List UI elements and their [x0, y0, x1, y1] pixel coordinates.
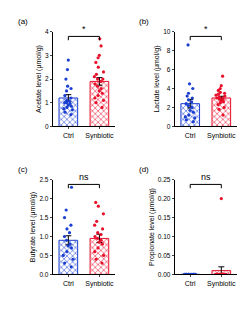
svg-text:2: 2: [45, 75, 49, 82]
svg-text:0.5: 0.5: [39, 252, 48, 259]
svg-text:Acetate level (μmol/g): Acetate level (μmol/g): [35, 45, 43, 113]
svg-text:Ctrl: Ctrl: [63, 132, 74, 139]
svg-text:Propionate level (μmol/g): Propionate level (μmol/g): [148, 188, 156, 266]
svg-text:Ctrl: Ctrl: [185, 280, 196, 287]
svg-text:0: 0: [167, 123, 171, 130]
svg-text:Ctrl: Ctrl: [185, 132, 196, 139]
svg-text:Lactate level (μmol/g): Lactate level (μmol/g): [153, 46, 161, 113]
svg-text:2.0: 2.0: [39, 195, 48, 202]
svg-text:0: 0: [45, 123, 49, 130]
svg-text:Synbiotic: Synbiotic: [207, 280, 236, 288]
svg-text:3: 3: [45, 52, 49, 59]
svg-text:0.25: 0.25: [158, 176, 171, 183]
svg-text:4: 4: [167, 85, 171, 92]
svg-text:0.20: 0.20: [158, 195, 171, 202]
svg-text:Synbiotic: Synbiotic: [85, 280, 114, 288]
svg-text:(a): (a): [18, 17, 28, 26]
svg-text:4: 4: [45, 28, 49, 35]
svg-text:1.5: 1.5: [39, 214, 48, 221]
svg-text:10: 10: [163, 28, 171, 35]
svg-text:(b): (b): [139, 17, 149, 26]
svg-text:0.0: 0.0: [39, 271, 48, 278]
svg-text:Ctrl: Ctrl: [63, 280, 74, 287]
svg-text:2.5: 2.5: [39, 176, 48, 183]
svg-text:Synbiotic: Synbiotic: [207, 132, 236, 140]
svg-text:8: 8: [167, 47, 171, 54]
svg-text:ns: ns: [79, 172, 89, 182]
svg-text:(d): (d): [139, 165, 149, 174]
svg-text:2: 2: [167, 104, 171, 111]
svg-text:(c): (c): [18, 165, 28, 174]
svg-text:*: *: [204, 24, 208, 34]
svg-text:1.0: 1.0: [39, 233, 48, 240]
svg-text:0.10: 0.10: [158, 233, 171, 240]
svg-text:0.00: 0.00: [158, 271, 171, 278]
svg-text:0.05: 0.05: [158, 252, 171, 259]
svg-text:0.15: 0.15: [158, 214, 171, 221]
svg-text:6: 6: [167, 66, 171, 73]
svg-text:1: 1: [45, 99, 49, 106]
svg-text:ns: ns: [201, 172, 211, 182]
svg-text:Butyrate level (μmol/g): Butyrate level (μmol/g): [30, 192, 38, 262]
svg-text:Synbiotic: Synbiotic: [85, 132, 114, 140]
svg-text:*: *: [82, 24, 86, 34]
